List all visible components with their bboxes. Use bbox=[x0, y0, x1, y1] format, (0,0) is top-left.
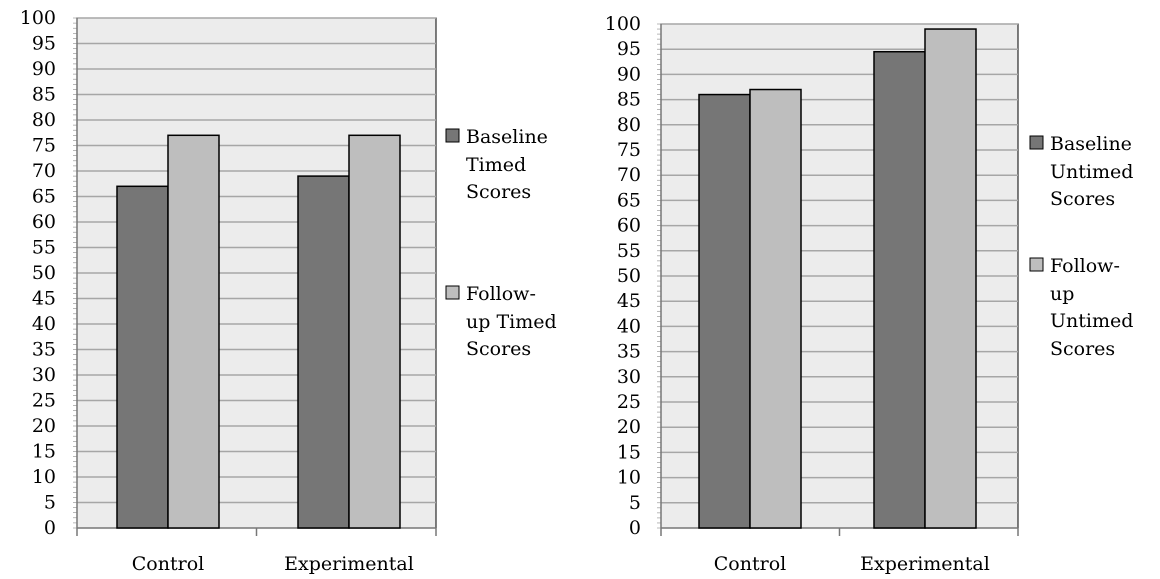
y-tick-label: 55 bbox=[32, 237, 56, 259]
y-tick-label: 25 bbox=[617, 391, 641, 413]
y-tick-label: 100 bbox=[605, 13, 641, 35]
y-tick-label: 30 bbox=[32, 364, 56, 386]
y-tick-label: 85 bbox=[32, 84, 56, 106]
legend-label: Follow- bbox=[1050, 255, 1120, 277]
y-tick-label: 0 bbox=[44, 517, 56, 539]
y-tick-label: 60 bbox=[617, 215, 641, 237]
y-tick-label: 90 bbox=[617, 63, 641, 85]
y-tick-label: 20 bbox=[32, 415, 56, 437]
legend-swatch-baseline bbox=[445, 128, 460, 143]
y-tick-label: 35 bbox=[617, 341, 641, 363]
chart-1: 0 5 10 15 20 25 30 35 40 45 50 55 60 65 70 75 80 85 90 95 10… bbox=[20, 7, 557, 575]
y-tick-label: 10 bbox=[617, 467, 641, 489]
y-tick-label: 55 bbox=[617, 240, 641, 262]
y-tick-label: 95 bbox=[617, 38, 641, 60]
legend-label: Follow- bbox=[466, 283, 536, 305]
legend-label: up Timed bbox=[466, 311, 557, 333]
y-tick-label: 70 bbox=[617, 164, 641, 186]
y-tick-label: 95 bbox=[32, 33, 56, 55]
y-tick-label: 40 bbox=[617, 315, 641, 337]
legend-swatch-followup bbox=[1029, 257, 1044, 272]
legend-label: up bbox=[1050, 283, 1074, 305]
legend-label: Baseline bbox=[466, 126, 548, 148]
legend-label: Untimed bbox=[1050, 161, 1133, 183]
bar-baseline-control bbox=[698, 93, 751, 529]
chart-2: 0 5 10 15 20 25 30 35 40 45 50 55 60 65 70 75 80 85 90 95 10… bbox=[605, 13, 1134, 575]
y-tick-label: 85 bbox=[617, 89, 641, 111]
y-tick-label: 15 bbox=[617, 441, 641, 463]
y-tick-label: 10 bbox=[32, 466, 56, 488]
legend-swatch-baseline bbox=[1029, 135, 1044, 150]
y-tick-label: 45 bbox=[617, 290, 641, 312]
y-tick-label: 80 bbox=[32, 109, 56, 131]
y-tick-label: 15 bbox=[32, 441, 56, 463]
y-tick-label: 70 bbox=[32, 160, 56, 182]
x-category-label: Experimental bbox=[860, 553, 990, 575]
y-tick-label: 5 bbox=[44, 492, 56, 514]
y-tick-label: 0 bbox=[629, 517, 641, 539]
bar-followup-experimental bbox=[348, 134, 401, 529]
x-category-label: Control bbox=[132, 553, 204, 575]
y-tick-label: 30 bbox=[617, 366, 641, 388]
y-tick-label: 45 bbox=[32, 288, 56, 310]
legend-label: Scores bbox=[466, 181, 531, 203]
legend-label: Untimed bbox=[1050, 310, 1133, 332]
y-tick-label: 65 bbox=[32, 186, 56, 208]
bar-baseline-control bbox=[116, 185, 169, 529]
legend-swatch-followup bbox=[445, 285, 460, 300]
bar-followup-experimental bbox=[924, 28, 977, 529]
bar-baseline-experimental bbox=[873, 50, 926, 529]
y-tick-label: 65 bbox=[617, 189, 641, 211]
x-category-label: Experimental bbox=[284, 553, 414, 575]
y-tick-label: 75 bbox=[617, 139, 641, 161]
legend-label: Timed bbox=[466, 154, 526, 176]
y-tick-label: 80 bbox=[617, 114, 641, 136]
y-tick-label: 40 bbox=[32, 313, 56, 335]
legend-label: Scores bbox=[466, 338, 531, 360]
x-category-label: Control bbox=[714, 553, 786, 575]
y-tick-label: 20 bbox=[617, 416, 641, 438]
legend-label: Scores bbox=[1050, 338, 1115, 360]
y-tick-label: 90 bbox=[32, 58, 56, 80]
legend-label: Scores bbox=[1050, 188, 1115, 210]
y-tick-label: 50 bbox=[617, 265, 641, 287]
y-tick-label: 35 bbox=[32, 339, 56, 361]
y-tick-label: 5 bbox=[629, 492, 641, 514]
bar-followup-control bbox=[749, 88, 802, 529]
y-tick-label: 50 bbox=[32, 262, 56, 284]
y-tick-label: 60 bbox=[32, 211, 56, 233]
y-tick-label: 25 bbox=[32, 390, 56, 412]
y-tick-label: 75 bbox=[32, 135, 56, 157]
legend-label: Baseline bbox=[1050, 133, 1132, 155]
bar-baseline-experimental bbox=[297, 175, 350, 529]
bar-followup-control bbox=[167, 134, 220, 529]
y-tick-label: 100 bbox=[20, 7, 56, 29]
